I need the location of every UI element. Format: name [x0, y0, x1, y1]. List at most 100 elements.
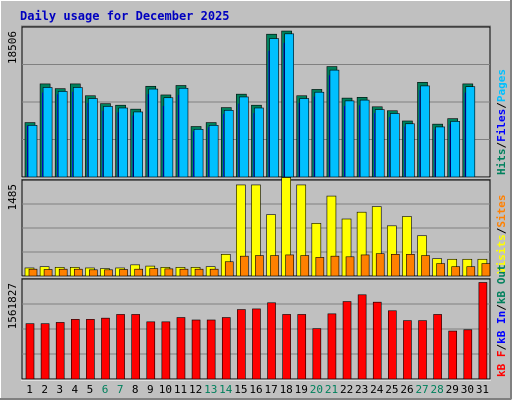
bar-pages — [103, 106, 113, 178]
x-tick-label: 6 — [102, 383, 109, 396]
bar-sites — [28, 268, 38, 277]
bar-kbf — [448, 330, 458, 380]
bar-pages — [314, 91, 325, 178]
bar-sites — [104, 269, 113, 277]
bar-pages — [390, 113, 400, 178]
bar-kbf — [478, 282, 488, 380]
bar-sites — [43, 269, 53, 277]
bar-pages — [254, 107, 264, 178]
x-tick-label: 24 — [370, 383, 384, 396]
legend-entry: Hits — [495, 149, 508, 176]
bar-sites — [345, 256, 355, 277]
chart-panels: 18506Hits/Files/Pages1485Visits/Sites156… — [6, 25, 508, 381]
x-axis-day-labels: 1 2 3 4 5 6 7 8 9 10 11 12 13 14 15 16 17 18 19 20 21 22 23 24 2… — [26, 383, 489, 396]
x-tick-label: 23 — [355, 383, 368, 396]
chart-title: Daily usage for December 2025 — [20, 9, 230, 23]
bar-pages — [118, 107, 128, 178]
legend-entry: kB In — [495, 311, 508, 344]
x-tick-label: 26 — [400, 383, 413, 396]
bar-sites — [134, 268, 143, 277]
legend-entry: Sites — [495, 195, 508, 228]
bar-pages — [163, 97, 174, 178]
x-tick-label: 16 — [249, 383, 262, 396]
bar-kbf — [267, 302, 276, 380]
bar-kbf — [342, 301, 352, 380]
x-tick-label: 25 — [385, 383, 398, 396]
bar-sites — [224, 261, 234, 277]
bar-pages — [359, 99, 370, 178]
x-tick-label: 15 — [234, 383, 247, 396]
legend-entry: kB F — [495, 351, 508, 378]
legend-entry: / — [495, 142, 508, 149]
bar-pages — [284, 33, 294, 178]
bar-pages — [269, 38, 279, 178]
bar-kbf — [327, 313, 337, 380]
bar-sites — [164, 268, 174, 277]
x-tick-label: 27 — [415, 383, 428, 396]
bar-kbf — [131, 314, 140, 380]
bar-kbf — [55, 322, 65, 380]
bar-pages — [223, 110, 234, 178]
bar-kbf — [282, 314, 291, 380]
bar-kbf — [297, 314, 307, 380]
bar-kbf — [25, 323, 35, 380]
bar-kbf — [312, 328, 322, 380]
x-tick-label: 31 — [476, 383, 489, 396]
legend-entry: Pages — [495, 69, 508, 102]
bar-kbf — [388, 310, 397, 380]
x-tick-label: 8 — [132, 383, 139, 396]
legend-entry: kB Out — [495, 264, 508, 304]
bar-sites — [58, 268, 68, 277]
x-tick-label: 5 — [87, 383, 94, 396]
x-tick-label: 3 — [56, 383, 63, 396]
bar-pages — [299, 98, 310, 178]
bar-sites — [149, 268, 159, 277]
bar-kbf — [252, 308, 261, 380]
bar-pages — [27, 125, 38, 178]
x-tick-label: 28 — [431, 383, 444, 396]
y-max-label: 18506 — [6, 31, 19, 64]
x-tick-label: 10 — [159, 383, 172, 396]
bar-kbf — [221, 317, 231, 380]
bar-kbf — [161, 321, 171, 380]
bar-pages — [193, 128, 204, 178]
bar-sites — [391, 254, 400, 277]
bar-sites — [73, 268, 83, 277]
x-tick-label: 4 — [72, 383, 79, 396]
bar-kbf — [372, 301, 382, 380]
bar-kbf — [191, 319, 201, 380]
x-tick-label: 19 — [295, 383, 308, 396]
x-tick-label: 17 — [264, 383, 277, 396]
bar-sites — [330, 255, 340, 277]
bar-kbf — [463, 329, 473, 380]
bar-sites — [466, 266, 476, 277]
bar-kbf — [40, 323, 50, 380]
x-tick-label: 14 — [219, 383, 233, 396]
bar-pages — [148, 88, 159, 178]
y-max-label: 1561827 — [6, 283, 19, 329]
bar-pages — [239, 96, 249, 178]
legend-entry: Files — [495, 109, 508, 142]
legend-entry: / — [495, 102, 508, 109]
x-tick-label: 20 — [310, 383, 323, 396]
bar-pages — [405, 123, 415, 178]
bar-sites — [179, 268, 189, 277]
bar-kbf — [176, 317, 186, 380]
bar-pages — [344, 100, 355, 178]
x-tick-label: 7 — [117, 383, 124, 396]
bar-pages — [133, 111, 143, 178]
bar-pages — [435, 126, 445, 178]
bar-kbf — [237, 309, 246, 380]
bar-sites — [315, 257, 325, 277]
bar-kbf — [206, 319, 216, 380]
bar-sites — [270, 255, 279, 277]
x-tick-label: 2 — [41, 383, 48, 396]
bar-sites — [285, 254, 294, 277]
bar-kbf — [101, 317, 110, 380]
bar-sites — [421, 255, 430, 277]
x-tick-label: 30 — [461, 383, 474, 396]
bar-sites — [300, 255, 310, 277]
panel-legend: Visits/Sites — [495, 195, 508, 275]
